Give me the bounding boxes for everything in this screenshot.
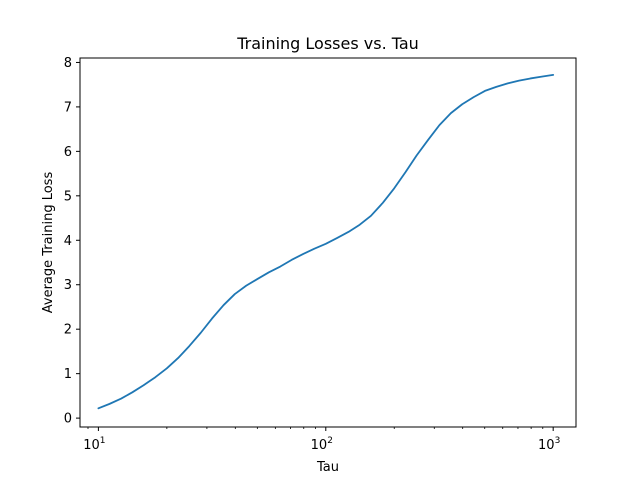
- x-tick-exponent: 2: [327, 436, 333, 446]
- y-tick-label: 0: [64, 412, 72, 427]
- series-line: [97, 73, 555, 410]
- y-tick-label: 2: [64, 323, 72, 338]
- x-tick-exponent: 3: [555, 436, 561, 446]
- y-tick-label: 1: [64, 367, 72, 382]
- y-tick-label: 3: [64, 278, 72, 293]
- series-lines: [97, 73, 555, 410]
- y-tick-label: 5: [64, 189, 72, 204]
- x-tick-base: 10: [538, 438, 555, 453]
- chart-title: Training Losses vs. Tau: [236, 34, 419, 53]
- y-tick-label: 4: [64, 234, 72, 249]
- x-tick-base: 10: [311, 438, 328, 453]
- x-tick-label: 103: [538, 436, 560, 453]
- x-axis-ticks: 101 102 103: [83, 427, 560, 453]
- y-tick-label: 6: [64, 145, 72, 160]
- y-tick-label: 7: [64, 100, 72, 115]
- plot-frame: [79, 57, 577, 428]
- x-axis-label: Tau: [316, 460, 339, 475]
- y-tick-label: 8: [64, 56, 72, 71]
- x-tick-exponent: 1: [100, 436, 106, 446]
- x-tick-label: 101: [83, 436, 105, 453]
- y-axis-ticks: 0 1 2 3 4 5 6 7 8: [64, 56, 80, 427]
- x-tick-base: 10: [83, 438, 100, 453]
- x-tick-label: 102: [311, 436, 333, 453]
- y-axis-label: Average Training Loss: [41, 172, 56, 314]
